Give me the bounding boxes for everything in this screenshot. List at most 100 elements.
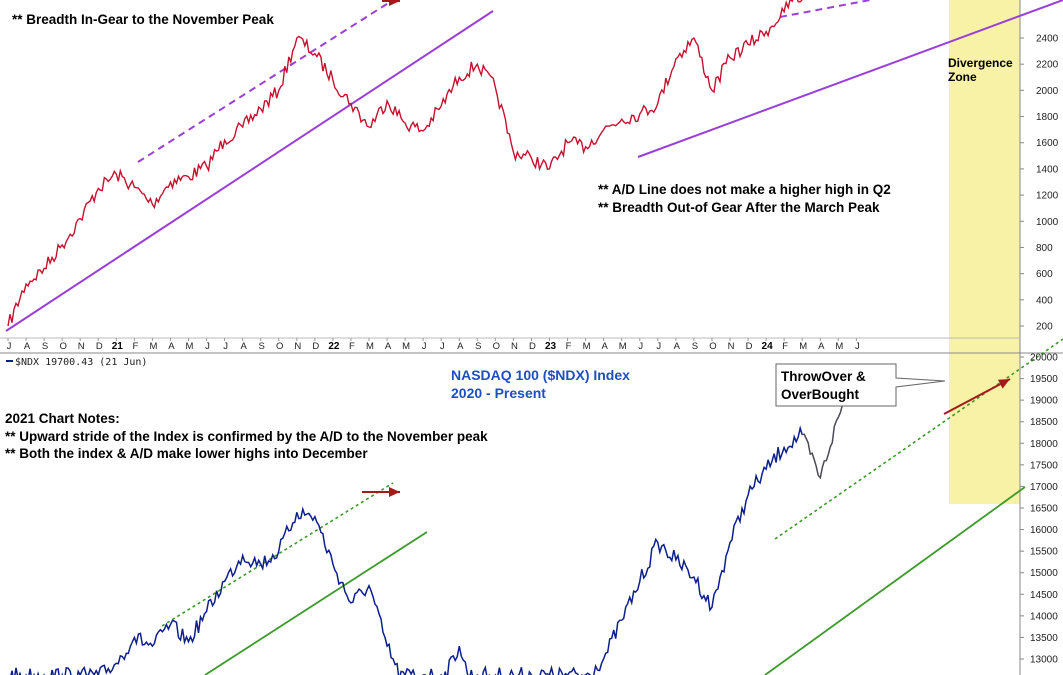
year-tick-label: 23 xyxy=(545,341,557,352)
ndx-support-line-2023 xyxy=(764,486,1026,675)
month-tick-label: D xyxy=(746,341,753,352)
svg-text:ThrowOver &: ThrowOver & xyxy=(781,369,866,384)
year-tick-label: 21 xyxy=(112,341,124,352)
ndx-series xyxy=(8,425,803,675)
chart-subtitle: 2020 - Present xyxy=(451,385,546,401)
month-tick-label: A xyxy=(601,341,608,352)
month-tick-label: S xyxy=(259,341,265,352)
note-breadth-out-of-gear: ** Breadth Out-of Gear After the March P… xyxy=(598,200,880,215)
legend-ndx: $NDX 19700.43 (21 Jun) xyxy=(15,357,147,368)
month-tick-label: J xyxy=(638,341,643,352)
month-tick-label: D xyxy=(96,341,103,352)
top-y-tick-label: 1000 xyxy=(1036,217,1059,228)
arrow-ndx-nov-peak xyxy=(362,487,400,497)
month-tick-label: M xyxy=(186,341,194,352)
ndx-resistance-line-2023 xyxy=(774,338,1063,540)
top-y-tick-label: 200 xyxy=(1036,322,1053,333)
month-tick-label: S xyxy=(475,341,481,352)
year-tick-label: 22 xyxy=(328,341,340,352)
month-tick-label: S xyxy=(42,341,48,352)
top-y-tick-label: 400 xyxy=(1036,295,1053,306)
bottom-y-tick-label: 15500 xyxy=(1030,547,1058,558)
chart-title: NASDAQ 100 ($NDX) Index xyxy=(451,367,630,383)
month-tick-label: M xyxy=(366,341,374,352)
month-tick-label: D xyxy=(529,341,536,352)
month-tick-label: A xyxy=(385,341,392,352)
month-tick-label: S xyxy=(692,341,698,352)
month-tick-label: M xyxy=(619,341,627,352)
year-tick-label: 24 xyxy=(762,341,774,352)
month-tick-label: A xyxy=(240,341,247,352)
bottom-y-tick-label: 14000 xyxy=(1030,611,1058,622)
top-y-tick-label: 1200 xyxy=(1036,191,1059,202)
ad-support-line-2021 xyxy=(5,10,494,332)
bottom-y-tick-label: 14500 xyxy=(1030,590,1058,601)
month-tick-label: J xyxy=(7,341,12,352)
bottom-y-tick-label: 15000 xyxy=(1030,568,1058,579)
month-tick-label: N xyxy=(78,341,85,352)
bottom-y-tick-label: 20000 xyxy=(1030,353,1058,364)
month-tick-label: J xyxy=(855,341,860,352)
top-y-tick-label: 600 xyxy=(1036,269,1053,280)
bottom-y-tick-label: 13500 xyxy=(1030,633,1058,644)
top-y-tick-label: 2400 xyxy=(1036,34,1059,45)
month-tick-label: M xyxy=(149,341,157,352)
month-tick-label: M xyxy=(799,341,807,352)
month-tick-label: N xyxy=(728,341,735,352)
arrow-throwover xyxy=(943,378,1011,415)
top-y-tick-label: 2200 xyxy=(1036,60,1059,71)
month-tick-label: M xyxy=(835,341,843,352)
month-tick-label: J xyxy=(440,341,445,352)
top-y-tick-label: 1600 xyxy=(1036,138,1059,149)
month-tick-label: O xyxy=(59,341,66,352)
notes-heading: 2021 Chart Notes: xyxy=(5,411,120,426)
svg-text:OverBought: OverBought xyxy=(781,387,860,402)
ad-support-line-2023 xyxy=(637,0,1063,158)
month-tick-label: O xyxy=(709,341,716,352)
bottom-y-tick-label: 17000 xyxy=(1030,482,1058,493)
month-tick-label: J xyxy=(656,341,661,352)
bottom-y-tick-label: 13000 xyxy=(1030,655,1058,666)
arrow-ad-nov-peak xyxy=(382,0,400,6)
ad-resistance-line-2023 xyxy=(779,0,871,18)
month-tick-label: J xyxy=(422,341,427,352)
ad-resistance-line-2021 xyxy=(137,1,391,163)
top-y-tick-label: 2000 xyxy=(1036,86,1059,97)
month-tick-label: A xyxy=(457,341,464,352)
month-tick-label: A xyxy=(674,341,681,352)
note-upward-stride: ** Upward stride of the Index is confirm… xyxy=(5,429,488,444)
note-ad-no-higher-high: ** A/D Line does not make a higher high … xyxy=(598,182,891,197)
callout-throwover: ThrowOver & OverBought xyxy=(775,363,946,407)
top-y-tick-label: 1800 xyxy=(1036,112,1059,123)
month-tick-label: A xyxy=(818,341,825,352)
month-tick-label: N xyxy=(511,341,518,352)
month-tick-label: F xyxy=(132,341,138,352)
month-tick-label: F xyxy=(566,341,572,352)
month-tick-label: A xyxy=(168,341,175,352)
month-tick-label: J xyxy=(205,341,210,352)
divergence-zone xyxy=(949,0,1020,504)
top-y-tick-label: 1400 xyxy=(1036,164,1059,175)
bottom-y-tick-label: 16000 xyxy=(1030,525,1058,536)
ad-line-series xyxy=(7,0,803,327)
top-y-tick-label: 800 xyxy=(1036,243,1053,254)
month-tick-label: J xyxy=(223,341,228,352)
month-tick-label: A xyxy=(24,341,31,352)
month-tick-label: F xyxy=(349,341,355,352)
month-tick-label: D xyxy=(312,341,319,352)
month-tick-label: O xyxy=(276,341,283,352)
ndx-support-line-2021 xyxy=(204,531,428,675)
month-tick-label: O xyxy=(493,341,500,352)
month-tick-label: M xyxy=(583,341,591,352)
note-breadth-in-gear: ** Breadth In-Gear to the November Peak xyxy=(12,12,274,27)
bottom-y-tick-label: 19000 xyxy=(1030,396,1058,407)
note-lower-highs: ** Both the index & A/D make lower highs… xyxy=(5,446,368,461)
bottom-y-tick-label: 18500 xyxy=(1030,417,1058,428)
bottom-y-tick-label: 16500 xyxy=(1030,504,1058,515)
zone-label-divergence: Divergence xyxy=(948,56,1013,70)
month-tick-label: F xyxy=(782,341,788,352)
month-tick-label: N xyxy=(294,341,301,352)
bottom-y-tick-label: 18000 xyxy=(1030,439,1058,450)
zone-label-zone: Zone xyxy=(948,70,977,84)
